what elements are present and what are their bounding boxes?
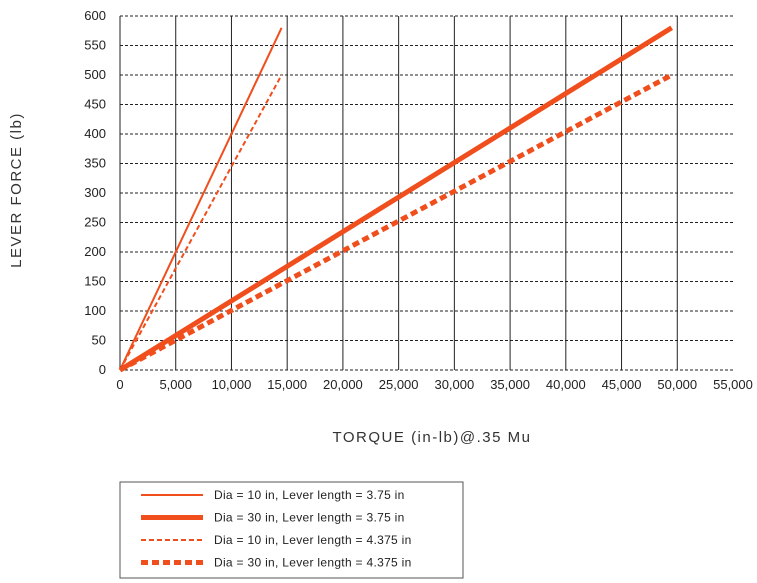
y-tick-label: 400 — [84, 126, 106, 141]
series-lines — [118, 25, 674, 373]
y-tick-labels: 0 50 100 150 200 250 300 350 400 450 500 550 600 — [84, 8, 106, 377]
x-tick-label: 50,000 — [657, 377, 697, 392]
y-tick-label: 50 — [92, 333, 106, 348]
x-tick-label: 45,000 — [602, 377, 642, 392]
x-tick-label: 0 — [116, 377, 123, 392]
legend-label-1: Dia = 10 in, Lever length = 3.75 in — [214, 488, 405, 502]
series-line-3 — [119, 74, 283, 371]
x-tick-label: 30,000 — [434, 377, 474, 392]
x-tick-label: 25,000 — [379, 377, 419, 392]
x-tick-labels: 0 5,000 10,000 15,000 20,000 25,000 30,000 35,0… — [116, 377, 753, 392]
series-line-2 — [118, 25, 674, 373]
x-tick-label: 15,000 — [267, 377, 307, 392]
x-tick-label: 20,000 — [323, 377, 363, 392]
legend-box — [119, 481, 464, 579]
y-tick-label: 150 — [84, 274, 106, 289]
y-axis-label: LEVER FORCE (lb) — [8, 112, 25, 268]
x-tick-label: 10,000 — [212, 377, 252, 392]
y-tick-label: 500 — [84, 67, 106, 82]
x-tick-label: 35,000 — [490, 377, 530, 392]
legend: Dia = 10 in, Lever length = 3.75 in Dia =… — [119, 481, 464, 579]
x-axis-label: TORQUE (in-lb)@.35 Mu — [333, 429, 532, 446]
y-tick-label: 600 — [84, 8, 106, 23]
x-tick-label: 40,000 — [546, 377, 586, 392]
x-tick-label: 5,000 — [159, 377, 192, 392]
y-tick-label: 350 — [84, 156, 106, 171]
y-tick-label: 100 — [84, 303, 106, 318]
legend-label-4: Dia = 30 in, Lever length = 4.375 in — [214, 556, 412, 570]
legend-label-3: Dia = 10 in, Lever length = 4.375 in — [214, 533, 412, 547]
grid — [119, 15, 733, 371]
y-tick-label: 0 — [99, 362, 106, 377]
y-tick-label: 550 — [84, 38, 106, 53]
y-tick-label: 250 — [84, 215, 106, 230]
y-tick-label: 200 — [84, 244, 106, 259]
series-line-4 — [118, 72, 673, 373]
y-tick-label: 300 — [84, 185, 106, 200]
series-line-1 — [119, 27, 283, 371]
y-tick-label: 450 — [84, 97, 106, 112]
x-tick-label: 55,000 — [713, 377, 753, 392]
legend-label-2: Dia = 30 in, Lever length = 3.75 in — [214, 511, 405, 525]
